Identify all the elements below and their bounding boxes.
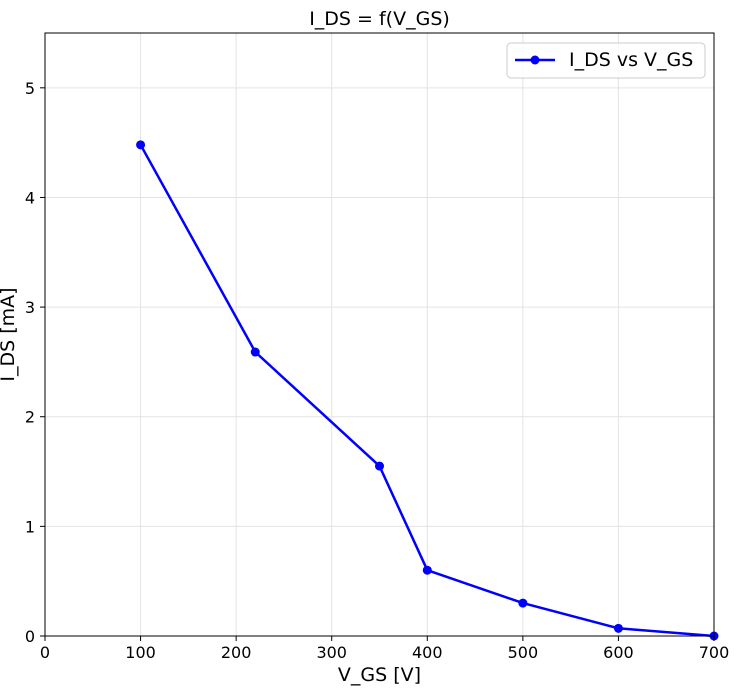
legend-box (506, 42, 706, 79)
x-tick-label: 300 (316, 643, 347, 662)
plot-frame (44, 32, 715, 637)
gridlines (44, 33, 715, 637)
y-tick-label: 5 (25, 79, 35, 98)
x-tick-label: 0 (40, 643, 50, 662)
legend: I_DS vs V_GS (506, 42, 706, 79)
y-axis-label: I_DS [mA] (0, 287, 19, 381)
series-layer (136, 140, 719, 641)
data-point (136, 140, 146, 150)
data-point (250, 347, 260, 357)
data-point (613, 623, 623, 633)
chart-title: I_DS = f(V_GS) (309, 8, 450, 30)
x-tick-label: 400 (412, 643, 443, 662)
y-tick-label: 3 (25, 298, 35, 317)
y-tick-label: 1 (25, 517, 35, 536)
y-tick-label: 4 (25, 188, 35, 207)
data-point (422, 565, 432, 575)
data-point (375, 461, 384, 471)
x-tick-label: 100 (125, 643, 156, 662)
x-axis-label: V_GS [V] (338, 664, 421, 686)
y-tick-label: 0 (25, 627, 35, 646)
x-tick-label: 500 (508, 643, 539, 662)
x-tick-label: 700 (699, 643, 730, 662)
x-tick-label: 200 (221, 643, 252, 662)
legend-marker-sample (530, 55, 540, 65)
legend-label: I_DS vs V_GS (569, 49, 693, 71)
axis-ticks: 0 100 200 300 400 500 600 700 0 1 2 3 4 5 (25, 79, 729, 662)
y-tick-label: 2 (25, 408, 35, 427)
x-tick-label: 600 (603, 643, 634, 662)
data-point (518, 598, 528, 608)
